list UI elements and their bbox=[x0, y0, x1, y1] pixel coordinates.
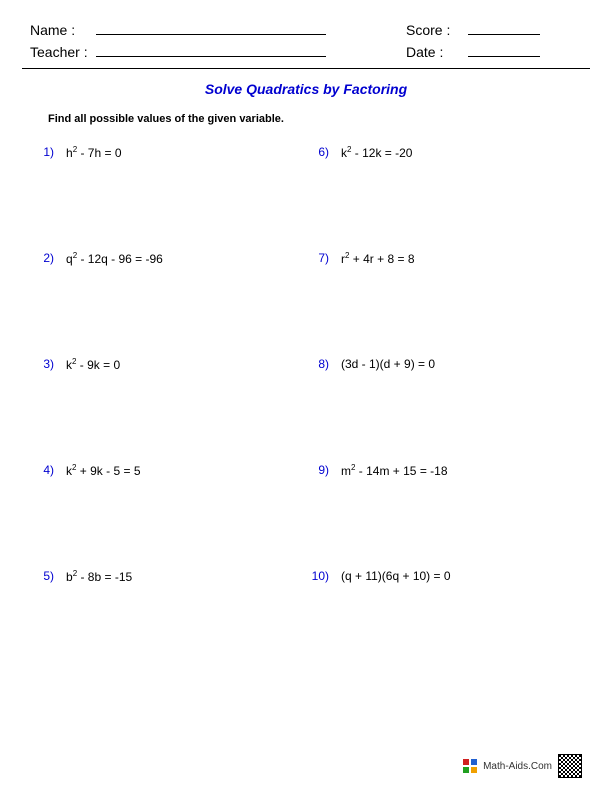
teacher-label: Teacher : bbox=[30, 44, 88, 60]
problem-row: 2) q2 - 12q - 96 = -96 7) r2 + 4r + 8 = … bbox=[32, 251, 582, 357]
header-divider bbox=[22, 68, 590, 69]
problem-3: 3) k2 - 9k = 0 bbox=[32, 357, 307, 463]
worksheet-title: Solve Quadratics by Factoring bbox=[30, 81, 582, 97]
date-label: Date : bbox=[406, 44, 460, 60]
problem-10: 10) (q + 11)(6q + 10) = 0 bbox=[307, 569, 582, 675]
score-label: Score : bbox=[406, 22, 460, 38]
footer: Math-Aids.Com bbox=[463, 754, 582, 778]
date-input-line[interactable] bbox=[468, 56, 540, 57]
problem-9: 9) m2 - 14m + 15 = -18 bbox=[307, 463, 582, 569]
problem-2: 2) q2 - 12q - 96 = -96 bbox=[32, 251, 307, 357]
footer-site-text: Math-Aids.Com bbox=[483, 761, 552, 772]
problem-number: 5) bbox=[32, 569, 60, 583]
problem-7: 7) r2 + 4r + 8 = 8 bbox=[307, 251, 582, 357]
header-row-1: Name : Score : bbox=[30, 22, 582, 38]
problem-expression: (3d - 1)(d + 9) = 0 bbox=[335, 357, 435, 371]
problem-number: 1) bbox=[32, 145, 60, 159]
problem-6: 6) k2 - 12k = -20 bbox=[307, 145, 582, 251]
problem-row: 5) b2 - 8b = -15 10) (q + 11)(6q + 10) =… bbox=[32, 569, 582, 675]
problem-number: 9) bbox=[307, 463, 335, 477]
logo-icon bbox=[463, 759, 477, 773]
problem-number: 7) bbox=[307, 251, 335, 265]
problems-grid: 1) h2 - 7h = 0 6) k2 - 12k = -20 2) q2 -… bbox=[30, 145, 582, 675]
problem-expression: m2 - 14m + 15 = -18 bbox=[335, 463, 448, 478]
problem-5: 5) b2 - 8b = -15 bbox=[32, 569, 307, 675]
problem-number: 8) bbox=[307, 357, 335, 371]
problem-expression: b2 - 8b = -15 bbox=[60, 569, 132, 584]
qr-code-icon bbox=[558, 754, 582, 778]
problem-number: 2) bbox=[32, 251, 60, 265]
problem-expression: q2 - 12q - 96 = -96 bbox=[60, 251, 163, 266]
problem-expression: k2 - 9k = 0 bbox=[60, 357, 120, 372]
problem-number: 10) bbox=[307, 569, 335, 583]
problem-row: 1) h2 - 7h = 0 6) k2 - 12k = -20 bbox=[32, 145, 582, 251]
problem-expression: h2 - 7h = 0 bbox=[60, 145, 122, 160]
worksheet-page: Name : Score : Teacher : Date : Solve Qu… bbox=[0, 0, 612, 792]
name-label: Name : bbox=[30, 22, 88, 38]
problem-number: 3) bbox=[32, 357, 60, 371]
instructions-text: Find all possible values of the given va… bbox=[48, 113, 582, 125]
problem-number: 4) bbox=[32, 463, 60, 477]
problem-4: 4) k2 + 9k - 5 = 5 bbox=[32, 463, 307, 569]
problem-expression: k2 + 9k - 5 = 5 bbox=[60, 463, 141, 478]
problem-number: 6) bbox=[307, 145, 335, 159]
problem-expression: k2 - 12k = -20 bbox=[335, 145, 412, 160]
problem-row: 4) k2 + 9k - 5 = 5 9) m2 - 14m + 15 = -1… bbox=[32, 463, 582, 569]
score-input-line[interactable] bbox=[468, 34, 540, 35]
teacher-input-line[interactable] bbox=[96, 56, 326, 57]
name-input-line[interactable] bbox=[96, 34, 326, 35]
problem-expression: r2 + 4r + 8 = 8 bbox=[335, 251, 415, 266]
problem-1: 1) h2 - 7h = 0 bbox=[32, 145, 307, 251]
problem-row: 3) k2 - 9k = 0 8) (3d - 1)(d + 9) = 0 bbox=[32, 357, 582, 463]
problem-expression: (q + 11)(6q + 10) = 0 bbox=[335, 569, 451, 583]
header-row-2: Teacher : Date : bbox=[30, 44, 582, 60]
problem-8: 8) (3d - 1)(d + 9) = 0 bbox=[307, 357, 582, 463]
